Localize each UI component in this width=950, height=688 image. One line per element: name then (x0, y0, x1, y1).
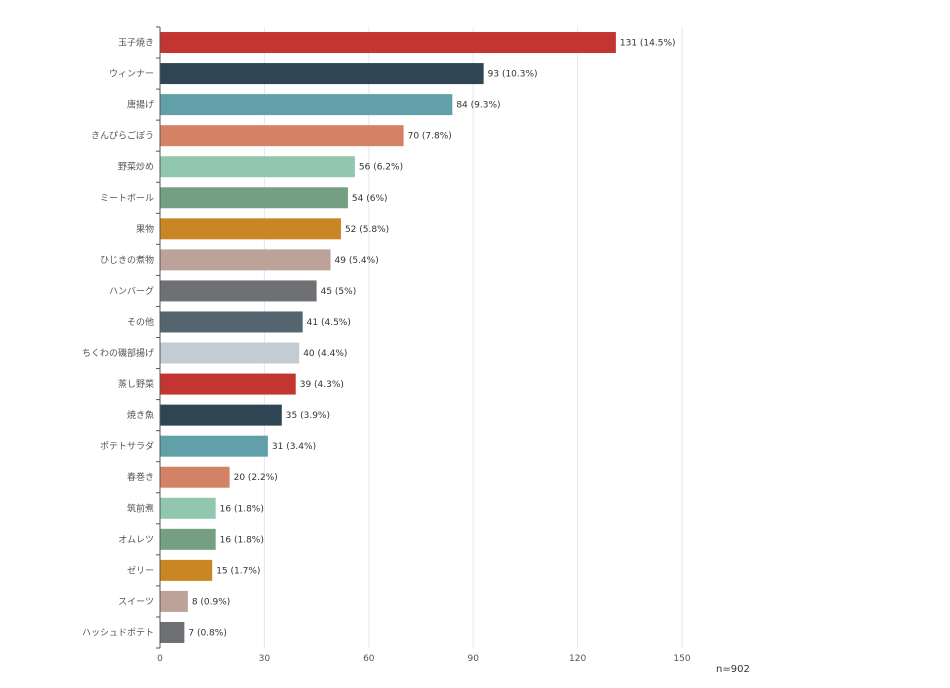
category-label: ウィンナー (109, 69, 154, 80)
data-label: 45 (5%) (321, 287, 357, 297)
bar-19 (160, 590, 188, 612)
data-label: 49 (5.4%) (335, 256, 379, 266)
bar-6 (160, 187, 348, 209)
category-label: ミートボール (100, 193, 154, 204)
data-label: 31 (3.4%) (272, 442, 316, 452)
category-label: 玉子焼き (118, 38, 154, 49)
bar-10 (160, 311, 303, 333)
bar-12 (160, 373, 296, 395)
grid-lines (263, 27, 683, 648)
bar-4 (160, 125, 404, 147)
category-label: ひじきの煮物 (100, 254, 154, 266)
data-label: 93 (10.3%) (488, 70, 538, 80)
bar-2 (160, 63, 484, 85)
labels: 0 30 60 90 120 150 玉子焼き 131 (14.5%) ウィンナー 93 (10.… (82, 38, 691, 664)
bar-8 (160, 249, 331, 271)
category-label: 果物 (136, 223, 154, 235)
bar-15 (160, 466, 230, 488)
data-label: 40 (4.4%) (303, 349, 347, 359)
category-label: ハンバーグ (109, 285, 154, 297)
data-label: 8 (0.9%) (192, 597, 230, 607)
x-tick-label: 120 (569, 654, 586, 664)
bar-11 (160, 342, 300, 364)
x-tick-label: 150 (673, 654, 690, 664)
category-label: 筑前煮 (127, 502, 154, 514)
category-label: オムレツ (118, 534, 154, 545)
data-label: 16 (1.8%) (220, 535, 264, 545)
data-label: 54 (6%) (352, 194, 388, 204)
bar-20 (160, 621, 185, 643)
bars (160, 32, 616, 643)
bar-5 (160, 156, 355, 178)
sample-size-note: n=902 (716, 664, 750, 675)
bar-17 (160, 528, 216, 550)
category-label: ハッシュドポテト (82, 627, 154, 638)
bar-3 (160, 94, 453, 116)
category-label: 野菜炒め (118, 161, 154, 173)
x-tick-label: 30 (259, 654, 271, 664)
data-label: 70 (7.8%) (408, 132, 452, 142)
category-label: スイーツ (118, 597, 154, 607)
axes (156, 26, 161, 649)
data-label: 56 (6.2%) (359, 163, 403, 173)
bar-9 (160, 280, 317, 302)
x-tick-label: 90 (467, 654, 479, 664)
bar-13 (160, 404, 282, 426)
category-label: 焼き魚 (127, 409, 154, 421)
data-label: 20 (2.2%) (234, 473, 278, 483)
bar-1 (160, 32, 616, 54)
data-label: 41 (4.5%) (307, 318, 351, 328)
bar-16 (160, 497, 216, 519)
data-label: 84 (9.3%) (456, 101, 500, 111)
x-tick-label: 60 (363, 654, 375, 664)
data-label: 131 (14.5%) (620, 39, 676, 49)
category-label: ゼリー (127, 564, 154, 576)
category-label: 蒸し野菜 (118, 378, 154, 390)
data-label: 39 (4.3%) (300, 380, 344, 390)
data-label: 35 (3.9%) (286, 411, 330, 421)
bar-18 (160, 559, 213, 581)
data-label: 16 (1.8%) (220, 504, 264, 514)
category-label: ポテトサラダ (100, 440, 154, 452)
category-label: その他 (127, 316, 154, 328)
category-label: 春巻き (127, 471, 154, 483)
category-label: 唐揚げ (127, 99, 154, 111)
category-label: きんぴらごぼう (91, 130, 154, 142)
x-tick-label: 0 (157, 654, 163, 664)
category-label: ちくわの磯部揚げ (82, 347, 154, 359)
bar-14 (160, 435, 268, 457)
bar-7 (160, 218, 341, 240)
data-label: 7 (0.8%) (188, 628, 226, 638)
data-label: 52 (5.8%) (345, 225, 389, 235)
data-label: 15 (1.7%) (216, 566, 260, 576)
